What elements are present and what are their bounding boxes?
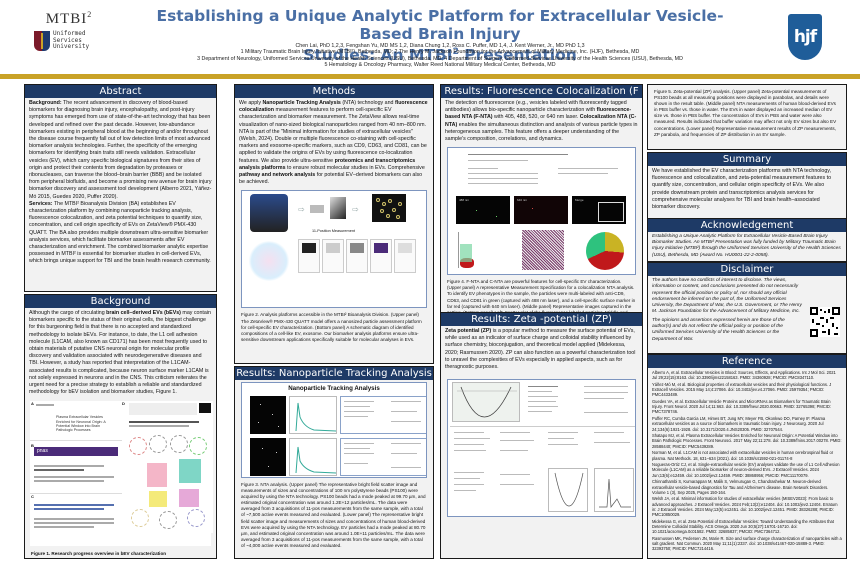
zp-frequency-chart	[594, 468, 634, 513]
fnta-scatter-plot	[456, 230, 504, 271]
fnta-text: The detection of fluorescence (e.g., ves…	[445, 100, 638, 143]
reference-item: Shatapo MJ, et al. Plasma Extracellular …	[652, 433, 842, 449]
figure-1-caption: Figure 1. Research progress overview in …	[31, 551, 167, 557]
reference-item: Welsh JA, et al. Minimal information for…	[652, 496, 838, 518]
reference-heading: Reference	[648, 355, 846, 368]
reference-item: Rasmussen MK, Pedersen JN, Marie R. Size…	[652, 535, 842, 552]
mtbi-logo-text: MTBI2	[45, 10, 93, 27]
figure-4: 488 nm 640 nm Merge	[447, 147, 636, 276]
usu-name: Uniformed Services University	[53, 30, 90, 51]
background-heading: Background	[25, 295, 216, 308]
methods-text: We apply Nanoparticle Tracking Analysis …	[239, 100, 428, 186]
methods-heading: Methods	[235, 85, 433, 98]
figure-1-panel-a: A Plasma Extracellular Vesicles Enriched…	[30, 401, 122, 442]
ev-particle-image	[372, 194, 406, 223]
authors: Chen Lai, PhD 1,2,3, Fengshan Yu, MD MS …	[295, 43, 585, 49]
fnta-image-merge: Merge	[572, 196, 626, 225]
figure-1: A Plasma Extracellular Vesicles Enriched…	[30, 401, 213, 547]
fnta-heading: Results: Fluorescence Colocalization (F …	[441, 85, 642, 110]
reference-item: Alberro A, et al. Extracellular Vesicles…	[652, 370, 836, 381]
figure-3: Nanoparticle Tracking Analysis	[241, 382, 427, 478]
figure-2-caption: Figure 2. Analysis platforms accessible …	[241, 312, 422, 342]
abstract-heading: Abstract	[25, 85, 216, 98]
zp-panel: Results: Zeta -potential (ZP) Zeta poten…	[440, 312, 643, 559]
fnta-pie-chart	[586, 232, 624, 271]
nta-heading: Results: Nanoparticle Tracking Analysis …	[235, 367, 433, 392]
summary-text: We have established the EV characterizat…	[652, 168, 832, 211]
fnta-image-488: 488 nm	[456, 196, 510, 225]
disclaimer-text: The authors have no conflicts of interes…	[652, 278, 802, 342]
nta-lower-panel	[246, 438, 426, 477]
zp-heading: Results: Zeta -potential (ZP)	[441, 313, 642, 326]
fnta-colocalization-map	[522, 230, 564, 271]
reference-list: Alberro A, et al. Extracellular Vesicles…	[648, 368, 846, 555]
nta-upper-panel	[246, 396, 426, 436]
methods-panel: Methods We apply Nanoparticle Tracking A…	[234, 84, 434, 364]
acknowledgement-text: Establishing a Unique Analytic Platform …	[652, 234, 841, 258]
nta-panel: Results: Nanoparticle Tracking Analysis …	[234, 366, 434, 559]
hjf-logo: hjf	[788, 14, 822, 60]
fig2-measurement-label: 11-Position Measurement	[312, 229, 355, 234]
figure-5-caption-panel: Figure 5. Zeta-potential (ZP) analysis. …	[647, 84, 847, 150]
figure-5-caption: Figure 5. Zeta-potential (ZP) analysis. …	[654, 89, 837, 137]
abstract-text: Background: The recent advancement in di…	[29, 100, 212, 265]
zetaview-instrument-image	[250, 194, 288, 233]
reference-item: Nogueras-Ortiz CJ, et al. Single-extrace…	[652, 462, 840, 478]
disclaimer-panel: Disclaimer The authors have no conflicts…	[647, 262, 847, 354]
acknowledgement-panel: Acknowledgement Establishing a Unique An…	[647, 218, 847, 262]
usu-shield-icon	[34, 31, 50, 51]
zp-text: Zeta potential (ZP) is a popular method …	[445, 328, 636, 371]
reference-item: Norman M, et al. L1CAM is not associated…	[652, 450, 834, 461]
acknowledgement-heading: Acknowledgement	[648, 219, 846, 232]
figure-1-panel-c: C	[30, 493, 122, 534]
nta-figure-title: Nanoparticle Tracking Analysis	[288, 385, 380, 392]
fnta-panel: Results: Fluorescence Colocalization (F …	[440, 84, 643, 321]
exosome-diagram	[248, 241, 290, 282]
figure-3-caption: Figure 3. NTA analysis. (Upper panel) Th…	[241, 482, 426, 548]
authors-affiliations: Chen Lai, PhD 1,2,3, Fengshan Yu, MD MS …	[140, 43, 740, 69]
reference-panel: Reference Alberro A, et al. Extracellula…	[647, 354, 847, 559]
summary-heading: Summary	[648, 153, 846, 166]
abstract-panel: Abstract Background: The recent advancem…	[24, 84, 217, 292]
header-divider	[0, 74, 860, 79]
reference-item: Midekessa G, et al. Zeta Potential of Ex…	[652, 518, 834, 535]
affiliation-2: 3 Department of Neurology, Uniformed Ser…	[197, 55, 683, 62]
zp-distribution-chart	[548, 468, 588, 513]
qr-code[interactable]	[810, 307, 840, 337]
reference-item: Puffer RC, Cumba Garcia LM, Himes BT, Ju…	[652, 416, 826, 432]
poster-title: Establishing a Unique Analytic Platform …	[156, 7, 724, 65]
zp-parabola-chart	[452, 382, 520, 423]
affiliation-3: 5 Hematology & Oncology Pharmacy, Walter…	[324, 62, 556, 69]
poster-header: MTBI2 Uniformed Services University Esta…	[0, 0, 860, 78]
mtbi-usu-logo: MTBI2 Uniformed Services University	[34, 10, 104, 60]
affiliation-1: 1 Military Traumatic Brain Injury Initia…	[240, 49, 640, 56]
background-text: Although the cargo of circulating brain …	[29, 310, 211, 396]
background-panel: Background Although the cargo of circula…	[24, 294, 217, 559]
figure-1-panel-b: B pnas	[30, 443, 122, 492]
figure-2: ⇨ ⇨ 11-Position Measurement	[241, 190, 427, 309]
reference-item: Yáñez-Mó M, et al. Biological properties…	[652, 381, 832, 398]
summary-panel: Summary We have established the EV chara…	[647, 152, 847, 220]
fnta-image-640: 640 nm	[514, 196, 568, 225]
figure-5	[447, 379, 636, 518]
reference-item: Chinnathambi S, Kumarappan M, Malik S, V…	[652, 479, 829, 495]
figure-1-panel-d: D	[122, 401, 213, 534]
reference-item: Guedes VA, et al. Extracellular Vesicle …	[652, 399, 831, 415]
disclaimer-heading: Disclaimer	[648, 263, 846, 276]
